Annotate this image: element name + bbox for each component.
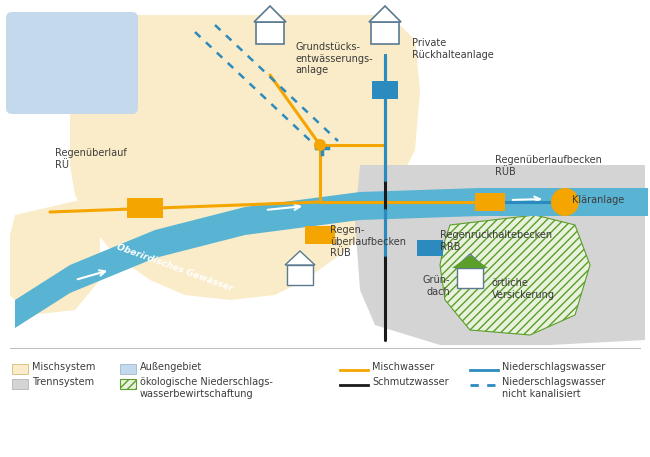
Bar bbox=[12, 379, 28, 389]
Bar bbox=[12, 364, 28, 374]
Bar bbox=[120, 364, 136, 374]
Polygon shape bbox=[355, 165, 645, 345]
Bar bbox=[287, 265, 313, 285]
Bar bbox=[417, 240, 443, 256]
Polygon shape bbox=[440, 215, 590, 335]
Text: Niederschlagswasser
nicht kanalisiert: Niederschlagswasser nicht kanalisiert bbox=[502, 377, 605, 399]
Polygon shape bbox=[70, 15, 420, 300]
Text: örtliche
Versickerung: örtliche Versickerung bbox=[492, 278, 555, 300]
Bar bbox=[120, 379, 136, 389]
Polygon shape bbox=[15, 188, 648, 328]
Polygon shape bbox=[10, 200, 100, 315]
Text: Außengebiet: Außengebiet bbox=[140, 362, 202, 372]
Text: Mischwasser: Mischwasser bbox=[372, 362, 434, 372]
Polygon shape bbox=[452, 255, 488, 268]
Text: Regenüberlaufbecken
RÜB: Regenüberlaufbecken RÜB bbox=[495, 155, 602, 176]
Bar bbox=[475, 193, 505, 211]
Text: Kläranlage: Kläranlage bbox=[572, 195, 624, 205]
Bar bbox=[372, 81, 398, 99]
Text: Regenüberlauf
RÜ: Regenüberlauf RÜ bbox=[55, 149, 127, 170]
Bar bbox=[256, 22, 284, 44]
Polygon shape bbox=[369, 6, 401, 22]
Polygon shape bbox=[285, 251, 315, 265]
Bar bbox=[371, 22, 399, 44]
Ellipse shape bbox=[314, 139, 326, 151]
FancyBboxPatch shape bbox=[6, 12, 138, 114]
Text: Niederschlagswasser: Niederschlagswasser bbox=[502, 362, 605, 372]
Bar bbox=[305, 226, 335, 244]
Text: Private
Rückhalteanlage: Private Rückhalteanlage bbox=[412, 38, 494, 59]
Bar bbox=[457, 268, 483, 288]
Text: Oberirdisches Gewässer: Oberirdisches Gewässer bbox=[116, 243, 235, 293]
Text: Schmutzwasser: Schmutzwasser bbox=[372, 377, 448, 387]
Ellipse shape bbox=[551, 188, 579, 216]
Polygon shape bbox=[254, 6, 286, 22]
Text: Regenrückhaltebecken
RRB: Regenrückhaltebecken RRB bbox=[440, 230, 552, 252]
Text: Grün-
dach: Grün- dach bbox=[422, 275, 450, 297]
Text: Grundstücks-
entwässerungs-
anlage: Grundstücks- entwässerungs- anlage bbox=[295, 42, 372, 75]
Polygon shape bbox=[455, 254, 485, 268]
Text: Regen-
überlaufbecken
RÜB: Regen- überlaufbecken RÜB bbox=[330, 225, 406, 258]
Text: ökologische Niederschlags-
wasserbewirtschaftung: ökologische Niederschlags- wasserbewirts… bbox=[140, 377, 273, 399]
Bar bbox=[127, 198, 163, 218]
Text: Trennsystem: Trennsystem bbox=[32, 377, 94, 387]
Text: Mischsystem: Mischsystem bbox=[32, 362, 96, 372]
